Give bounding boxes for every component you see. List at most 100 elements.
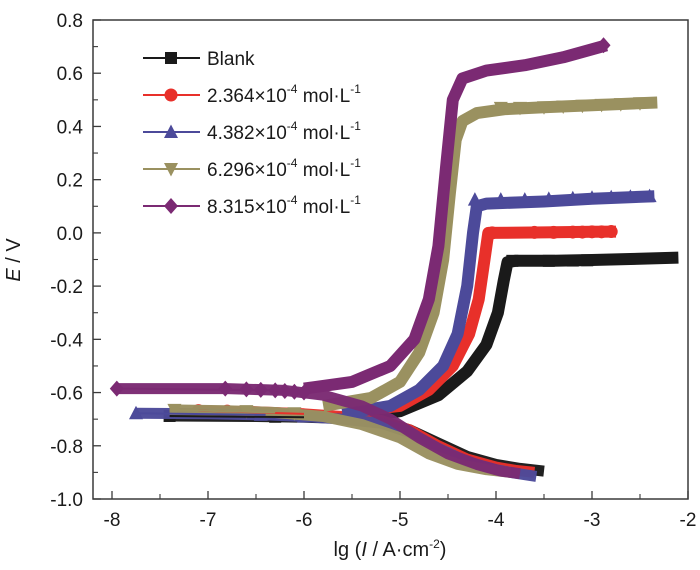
- series-layer: [109, 37, 679, 482]
- y-tick-label: 0.2: [57, 171, 83, 192]
- y-tick-label: -0.8: [50, 437, 83, 458]
- data-point: [537, 101, 551, 115]
- y-axis-title-symbol: E: [3, 268, 25, 282]
- data-point: [547, 225, 561, 239]
- y-axis: -1.0 -0.8 -0.6 -0.4 -0.2 0.0 0.2 0.4 0.6 0.8: [50, 11, 101, 511]
- legend-label-exponent: -4: [287, 156, 298, 170]
- legend-label-main: 6.296×10: [207, 160, 287, 181]
- x-axis-title: lg (I / A·cm-2): [334, 537, 447, 561]
- legend-entry: 6.296×10-4 mol·L-1: [143, 156, 361, 181]
- data-point: [633, 97, 647, 111]
- legend-entry: 8.315×10-4 mol·L-1: [143, 193, 361, 218]
- data-point: [287, 383, 302, 400]
- y-tick-label: -0.2: [50, 277, 83, 298]
- data-point: [575, 225, 589, 239]
- legend-label-main: 4.382×10: [207, 123, 287, 144]
- data-point: [277, 382, 292, 399]
- y-tick-label: 0.8: [57, 11, 83, 32]
- data-point: [642, 188, 657, 203]
- data-point: [493, 192, 508, 206]
- y-tick-label: -0.4: [50, 330, 83, 351]
- y-tick-label: 0.0: [57, 224, 83, 245]
- x-axis-title-unit: / A·cm: [367, 539, 429, 561]
- x-tick-label: -5: [392, 510, 409, 531]
- x-axis-title-symbol: I: [361, 539, 367, 561]
- anodic-branch: [322, 96, 658, 412]
- legend-label-unit-exponent: -1: [350, 156, 361, 170]
- y-tick-label: -1.0: [50, 490, 83, 511]
- legend-label: Blank: [207, 49, 255, 70]
- data-point: [604, 189, 619, 204]
- series-connector: [169, 408, 276, 414]
- series-connector: [135, 412, 266, 416]
- x-tick-label: -7: [200, 510, 217, 531]
- legend-label-unit: mol·L: [297, 160, 350, 181]
- y-axis-title: E / V: [3, 238, 25, 282]
- data-point: [595, 225, 609, 239]
- data-point: [556, 100, 571, 114]
- legend-entry: 4.382×10-4 mol·L-1: [143, 119, 361, 144]
- y-tick-label: -0.6: [50, 384, 83, 405]
- data-point: [517, 192, 532, 206]
- legend-entry: Blank: [143, 49, 255, 70]
- legend-label-main: 8.315×10: [207, 197, 287, 218]
- legend-label: 6.296×10-4 mol·L-1: [207, 156, 361, 181]
- x-tick-label: -8: [104, 510, 121, 531]
- data-point: [493, 101, 508, 116]
- legend-label-exponent: -4: [287, 119, 298, 133]
- legend-label-unit-exponent: -1: [350, 119, 361, 133]
- legend-label-unit: mol·L: [297, 123, 350, 144]
- x-tick-label: -4: [488, 510, 505, 531]
- legend-marker: [164, 198, 178, 214]
- data-point: [575, 99, 590, 114]
- legend-marker: [165, 52, 177, 64]
- data-point: [623, 189, 638, 203]
- legend-label-unit: mol·L: [297, 86, 350, 107]
- data-point: [506, 254, 519, 267]
- x-tick-label: -6: [296, 510, 313, 531]
- data-point: [467, 192, 482, 206]
- legend-label-unit-exponent: -1: [350, 82, 361, 96]
- data-point: [566, 254, 579, 267]
- legend-marker: [164, 124, 178, 138]
- data-point: [585, 190, 599, 204]
- y-tick-label: 0.6: [57, 64, 83, 85]
- data-point: [527, 225, 541, 239]
- legend-label-exponent: -4: [287, 193, 298, 207]
- data-point: [541, 191, 556, 205]
- x-tick-label: -3: [584, 510, 601, 531]
- data-point: [594, 98, 609, 113]
- data-point: [129, 405, 143, 420]
- data-point: [566, 225, 580, 239]
- series-connector: [116, 387, 285, 392]
- data-point: [604, 225, 618, 239]
- data-point: [613, 98, 628, 112]
- y-tick-label: 0.4: [57, 117, 84, 138]
- data-point: [565, 190, 580, 205]
- data-point: [218, 380, 233, 397]
- data-point: [596, 37, 611, 54]
- legend-label: 4.382×10-4 mol·L-1: [207, 119, 361, 144]
- legend-marker: [164, 88, 178, 102]
- legend-label-unit: mol·L: [297, 197, 350, 218]
- legend-label: 2.364×10-4 mol·L-1: [207, 82, 361, 107]
- cathodic-branch: [116, 383, 521, 480]
- data-point: [485, 226, 499, 240]
- legend-entry: 2.364×10-4 mol·L-1: [143, 82, 361, 107]
- x-tick-label: -2: [680, 510, 697, 531]
- data-point: [581, 254, 594, 267]
- legend-label-main: Blank: [207, 49, 255, 70]
- x-axis-title-exponent: -2: [429, 537, 440, 551]
- x-axis: -8 -7 -6 -5 -4 -3 -2: [104, 491, 697, 531]
- y-axis-title-unit: / V: [3, 238, 25, 269]
- series-connector: [169, 414, 305, 419]
- legend-label: 8.315×10-4 mol·L-1: [207, 193, 361, 218]
- legend-label-exponent: -4: [287, 82, 298, 96]
- x-axis-title-prefix: lg (: [334, 539, 362, 561]
- anodic-branch: [303, 39, 609, 395]
- legend-marker: [164, 163, 178, 177]
- data-point: [542, 254, 555, 267]
- legend-label-main: 2.364×10: [207, 86, 287, 107]
